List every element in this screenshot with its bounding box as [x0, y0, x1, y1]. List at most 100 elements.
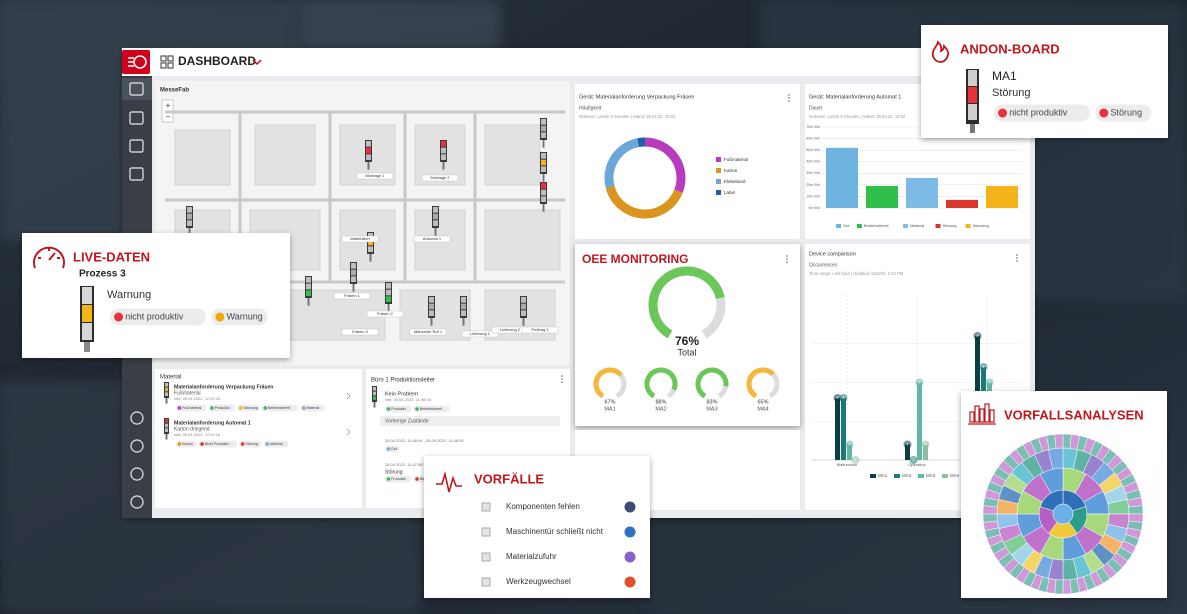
- gauge-name: MA4: [757, 406, 768, 412]
- menu-dot: [561, 375, 563, 377]
- legend-swatch: [903, 224, 909, 228]
- value-bubble: [833, 394, 842, 402]
- map-walls: [165, 110, 565, 284]
- tag-label: Fußmaterial: [182, 406, 201, 410]
- tag: [385, 405, 412, 413]
- y-tick-label: 40m 00s: [806, 160, 820, 164]
- x-tick-label: Malfunction: [837, 462, 857, 467]
- bar: [917, 382, 922, 460]
- item-title: Materialanforderung Verpackung Fräsen: [174, 384, 273, 390]
- chart-icon-bar: [974, 405, 980, 423]
- tower-segment: [386, 289, 391, 296]
- tag-dot: [210, 406, 214, 410]
- tower-segment: [521, 303, 526, 310]
- tag: [211, 308, 268, 326]
- tower-pole: [367, 162, 370, 170]
- tag-label: Produktiv: [391, 407, 406, 411]
- sunburst-segment: [1054, 433, 1064, 449]
- tower-segment: [351, 276, 356, 282]
- map-label: Automat 1: [423, 236, 442, 241]
- tower-segment: [165, 419, 168, 423]
- tower-segment: [429, 303, 434, 310]
- tower-segment: [968, 87, 977, 103]
- tag-dot: [1099, 108, 1109, 118]
- map-label: Materialien: [350, 236, 370, 241]
- map-label-box: [413, 235, 451, 243]
- legend-label: MA1: [878, 473, 888, 478]
- checkbox[interactable]: [481, 577, 491, 587]
- tag-label: nicht produktiv: [125, 311, 184, 321]
- sunburst-segment: [1062, 579, 1072, 595]
- logo-mark: [128, 55, 147, 69]
- zoom-button[interactable]: +: [166, 101, 171, 110]
- value-bubble: [921, 440, 930, 449]
- menu-dot: [786, 258, 788, 260]
- legend-label: Klebeband: [724, 179, 746, 184]
- tag: [413, 405, 450, 413]
- map-room: [484, 124, 541, 186]
- chart-icon-bar: [989, 409, 995, 423]
- legend-swatch: [942, 474, 948, 478]
- legend-swatch: [716, 157, 721, 162]
- menu-dot: [1016, 260, 1018, 262]
- checkbox[interactable]: [481, 527, 491, 537]
- tower-segment: [521, 297, 526, 303]
- tower-segment: [541, 183, 546, 189]
- legend-label: MA4: [950, 473, 960, 478]
- tower-pole: [542, 140, 545, 148]
- nav-icon: [130, 411, 144, 425]
- history-header: [380, 416, 560, 426]
- chart-icon-bar: [969, 411, 975, 423]
- tower-segment: [82, 323, 92, 340]
- gauge-value-label: 67%: [604, 399, 615, 405]
- tower-segment: [306, 277, 311, 283]
- gauge-name: MA2: [655, 406, 666, 412]
- data-label: 1: [925, 442, 927, 446]
- tag-dot: [263, 406, 268, 410]
- tower-segment: [386, 283, 391, 289]
- tag-dot: [177, 442, 182, 446]
- legend-label: Label: [724, 190, 735, 195]
- legend-swatch: [716, 168, 721, 173]
- map-label: Prüfung 1: [531, 327, 549, 332]
- map-label-box: [409, 328, 447, 336]
- tower-segment: [373, 396, 376, 400]
- tag: [176, 404, 207, 412]
- checkbox[interactable]: [481, 552, 491, 562]
- panel-subtitle: Occurrences: [809, 262, 838, 268]
- tag: [300, 404, 325, 412]
- nav-icon: [129, 82, 144, 96]
- y-tick-label: 50m 00s: [806, 148, 820, 152]
- menu-dot: [788, 97, 790, 99]
- status: Kein Problem: [385, 391, 418, 397]
- tower-segment: [541, 153, 546, 159]
- tag: [237, 404, 260, 412]
- zoom-button[interactable]: −: [166, 112, 171, 121]
- map-label: Montage 2: [431, 175, 451, 180]
- card-title: VORFALLSANALYSEN: [1004, 407, 1144, 422]
- tag: [1095, 104, 1152, 122]
- tag-dot: [386, 447, 391, 451]
- process-state: Warnung: [107, 289, 151, 301]
- map-label-box: [341, 328, 379, 336]
- tower-segment: [306, 290, 311, 296]
- data-label: 1: [907, 442, 909, 446]
- machine-name: MA1: [992, 69, 1017, 83]
- tower-segment: [82, 287, 92, 304]
- donut-segment: [644, 137, 686, 193]
- menu-dot: [561, 381, 563, 383]
- checkbox[interactable]: [481, 502, 491, 512]
- panel-title: Device comparison: [809, 251, 856, 257]
- legend-label: MA2: [902, 473, 912, 478]
- tower-segment: [187, 213, 192, 220]
- legend-swatch: [870, 474, 876, 478]
- data-label: 0: [913, 458, 915, 462]
- bar: [905, 444, 910, 460]
- value-bubble: [973, 332, 982, 340]
- tower-segment: [461, 297, 466, 303]
- donut-segment: [604, 138, 640, 189]
- tag-dot: [240, 442, 245, 446]
- speedometer-icon: [33, 246, 65, 269]
- incident-color: [624, 576, 636, 588]
- map-label: Fräsen 3: [352, 329, 369, 334]
